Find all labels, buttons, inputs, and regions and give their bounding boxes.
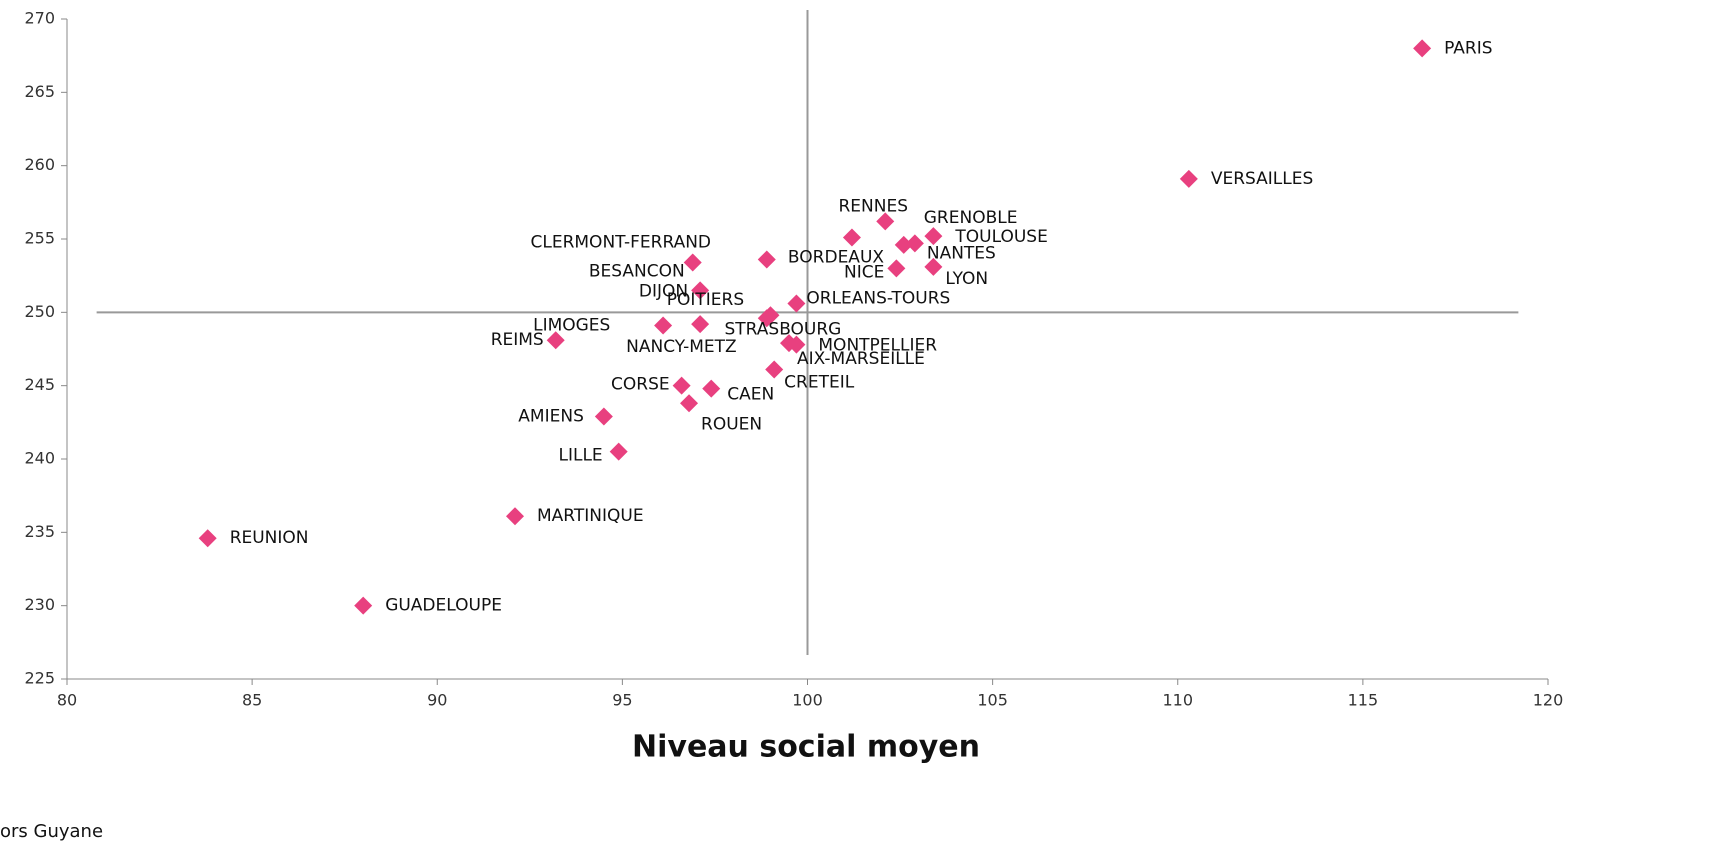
point-label: CRETEIL [784,373,855,393]
point-label: LILLE [559,446,603,466]
data-point [894,235,913,254]
y-tick-label: 245 [24,375,55,394]
point-label: BESANCON [589,261,685,281]
x-tick-label: 105 [977,691,1008,710]
point-label: GUADELOUPE [385,596,502,616]
data-point [842,228,861,247]
note: ors Guyane [0,821,103,842]
data-point [683,253,702,272]
point-label: REIMS [491,330,544,350]
y-tick-label: 235 [24,522,55,541]
y-tick-label: 270 [24,9,55,28]
point-label: RENNES [838,196,908,216]
data-point [765,360,784,379]
data-point [594,407,613,426]
point-label: NICE [844,262,884,282]
data-point [876,212,895,231]
y-tick-label: 250 [24,302,55,321]
point-label: CAEN [727,385,774,405]
data-point [609,442,628,461]
point-label: BORDEAUX [788,248,884,268]
point-label: MARTINIQUE [537,506,644,526]
data-point [761,306,780,325]
point-label: GRENOBLE [924,208,1018,228]
point-label: POITIERS [667,290,744,310]
y-tick-label: 230 [24,595,55,614]
data-point [654,316,673,335]
point-label: NANTES [927,243,996,263]
point-label: LYON [945,269,988,289]
y-tick-label: 225 [24,669,55,688]
x-tick-label: 80 [57,691,77,710]
data-point [506,507,525,526]
y-tick-label: 260 [24,155,55,174]
point-label: LIMOGES [533,316,610,336]
y-tick-label: 240 [24,449,55,468]
data-point [702,379,721,398]
point-label: VERSAILLES [1211,169,1313,189]
data-point [924,257,943,276]
y-tick-label: 265 [24,82,55,101]
point-label: STRASBOURG [724,319,841,339]
point-label: DIJON [639,281,688,301]
point-label: NANCY-METZ [626,337,737,357]
x-tick-label: 90 [427,691,447,710]
data-point [1413,39,1432,58]
point-label: ORLEANS-TOURS [806,289,950,309]
data-point [680,394,699,413]
x-tick-label: 95 [612,691,632,710]
data-point [546,331,565,350]
data-point [1179,169,1198,188]
point-label: ROUEN [701,414,762,434]
x-tick-label: 110 [1162,691,1193,710]
data-point [905,234,924,253]
data-point [887,259,906,278]
data-point [779,334,798,353]
data-point [924,227,943,246]
x-tick-label: 115 [1348,691,1379,710]
x-tick-label: 100 [792,691,823,710]
point-label: AMIENS [518,406,584,426]
data-point [691,315,710,334]
data-point [672,376,691,395]
point-label: REUNION [230,528,309,548]
x-tick-label: 120 [1533,691,1564,710]
point-label: CORSE [611,375,670,395]
data-point [787,294,806,313]
data-point [354,596,373,615]
point-label: AIX-MARSEILLE [797,349,925,369]
data-point [691,281,710,300]
x-tick-label: 85 [242,691,262,710]
point-label: TOULOUSE [954,227,1047,247]
data-point [198,529,217,548]
y-tick-label: 255 [24,229,55,248]
x-axis-label: Niveau social moyen [632,730,980,765]
point-label: PARIS [1444,38,1492,58]
data-point [757,250,776,269]
point-label: MONTPELLIER [818,336,937,356]
point-label: CLERMONT-FERRAND [531,233,712,253]
